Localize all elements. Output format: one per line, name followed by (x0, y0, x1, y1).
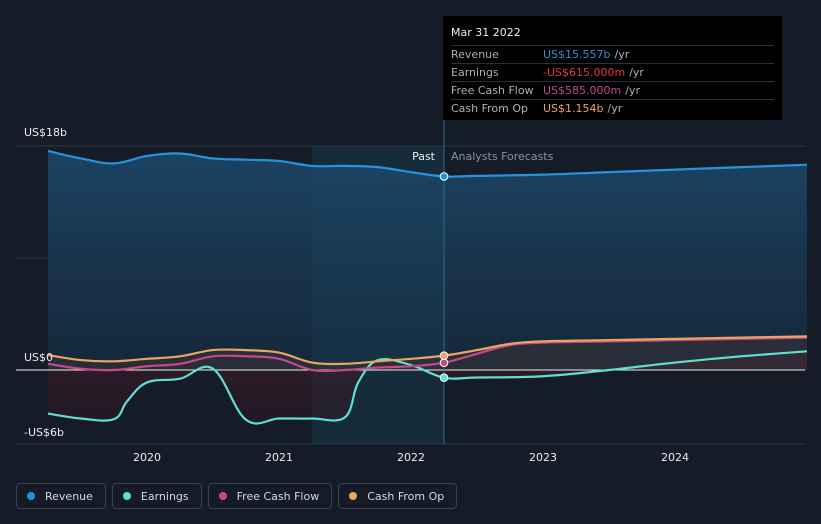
y-label-zero: US$0 (24, 351, 53, 364)
past-label: Past (412, 150, 436, 163)
legend-item-earnings[interactable]: Earnings (111, 483, 202, 509)
legend-item-free-cash-flow[interactable]: Free Cash Flow (207, 483, 333, 509)
x-tick-label: 2022 (397, 451, 425, 464)
tooltip-unit: /yr (607, 102, 623, 115)
y-label-bottom: -US$6b (24, 426, 64, 439)
legend-label: Free Cash Flow (236, 489, 320, 503)
x-tick-label: 2024 (661, 451, 689, 464)
revenue-area (48, 150, 807, 370)
legend-item-cash-from-op[interactable]: Cash From Op (338, 483, 458, 509)
tooltip-unit: /yr (629, 66, 644, 79)
tooltip-value: US$15.557b (543, 48, 611, 61)
tooltip-date: Mar 31 2022 (451, 26, 521, 39)
legend-label: Earnings (140, 489, 189, 503)
series-line-free-cash-flow (47, 336, 808, 373)
legend-dot-icon (27, 492, 35, 500)
legend-label: Cash From Op (367, 489, 445, 503)
tooltip-row: Earnings -US$615.000m/yr (451, 63, 774, 81)
tooltip-value: US$1.154b (543, 102, 604, 115)
tooltip-row: Free Cash Flow US$585.000m/yr (451, 81, 774, 99)
y-label-top: US$18b (24, 126, 67, 139)
tooltip-label: Earnings (451, 66, 499, 79)
forecast-label: Analysts Forecasts (451, 150, 554, 163)
marker-free-cash-flow (439, 358, 449, 368)
tooltip-row: Revenue US$15.557b/yr (451, 45, 774, 63)
x-tick-label: 2021 (265, 451, 293, 464)
legend-dot-icon (122, 492, 131, 500)
marker-cash-from-op (439, 351, 449, 360)
x-tick-label: 2023 (529, 451, 557, 464)
marker-earnings (439, 373, 449, 382)
marker-revenue (439, 172, 449, 181)
tooltip-row: Cash From Op US$1.154b/yr (451, 99, 774, 117)
legend-label: Revenue (45, 489, 93, 503)
legend-item-revenue[interactable]: Revenue (16, 483, 106, 509)
series-line-revenue (47, 149, 808, 178)
legend-dot-icon (349, 492, 358, 500)
x-tick-label: 2020 (133, 451, 161, 464)
tooltip-value: -US$615.000m (543, 66, 626, 79)
series-line-cash-from-op (47, 335, 808, 366)
legend-dot-icon (218, 492, 227, 500)
cash-from-op-area (48, 336, 807, 370)
tooltip-unit: /yr (625, 84, 640, 97)
tooltip-value: US$585.000m (543, 84, 622, 97)
tooltip-unit: /yr (614, 48, 630, 61)
tooltip-label: Revenue (451, 48, 499, 61)
tooltip-label: Cash From Op (451, 102, 529, 115)
legend: Revenue Earnings Free Cash Flow Cash From O… (16, 483, 458, 511)
series-line-earnings (47, 350, 808, 425)
tooltip-panel: Mar 31 2022 Revenue US$15.557b/yr Earnings… (443, 16, 782, 120)
tooltip-label: Free Cash Flow (451, 84, 534, 97)
